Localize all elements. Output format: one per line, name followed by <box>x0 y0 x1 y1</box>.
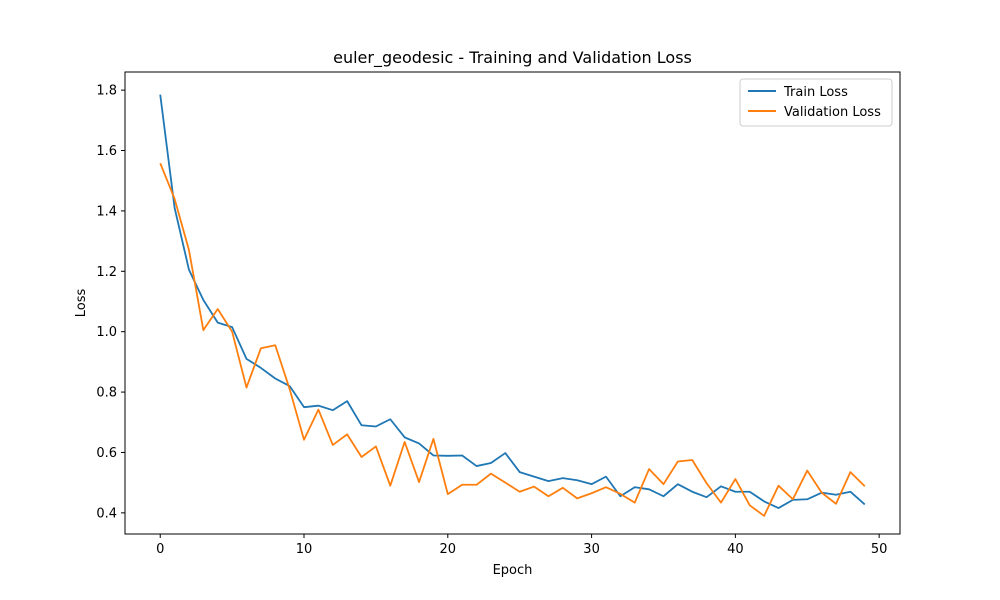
y-tick-label: 0.6 <box>96 446 117 461</box>
x-tick-label: 0 <box>156 542 164 557</box>
legend-label-validation: Validation Loss <box>784 105 881 120</box>
y-tick-label: 1.2 <box>96 265 117 280</box>
y-tick-label: 0.8 <box>96 386 117 401</box>
x-tick-label: 10 <box>296 542 313 557</box>
plot-frame <box>124 71 901 535</box>
y-tick-label: 1.0 <box>96 325 117 340</box>
x-axis: 0 10 20 30 40 50 <box>156 534 887 557</box>
x-tick-label: 40 <box>727 542 744 557</box>
y-tick-label: 1.8 <box>96 84 117 99</box>
plot-area <box>125 72 900 534</box>
y-axis-label: Loss <box>74 289 89 318</box>
chart-title: euler_geodesic - Training and Validation… <box>333 48 692 68</box>
x-axis-label: Epoch <box>493 563 533 578</box>
legend: Train Loss Validation Loss <box>739 78 893 127</box>
x-tick-label: 20 <box>440 542 457 557</box>
y-axis: 0.4 0.6 0.8 1.0 1.2 1.4 1.6 1.8 <box>96 84 125 521</box>
legend-box <box>739 78 893 127</box>
y-tick-label: 1.4 <box>96 204 117 219</box>
legend-label-train: Train Loss <box>783 85 848 100</box>
series-line-train-loss <box>159 94 866 509</box>
y-tick-label: 0.4 <box>96 506 117 521</box>
series-layer <box>159 94 866 517</box>
series-line-validation-loss <box>159 162 866 517</box>
x-tick-label: 50 <box>871 542 888 557</box>
x-tick-label: 30 <box>583 542 600 557</box>
y-tick-label: 1.6 <box>96 144 117 159</box>
